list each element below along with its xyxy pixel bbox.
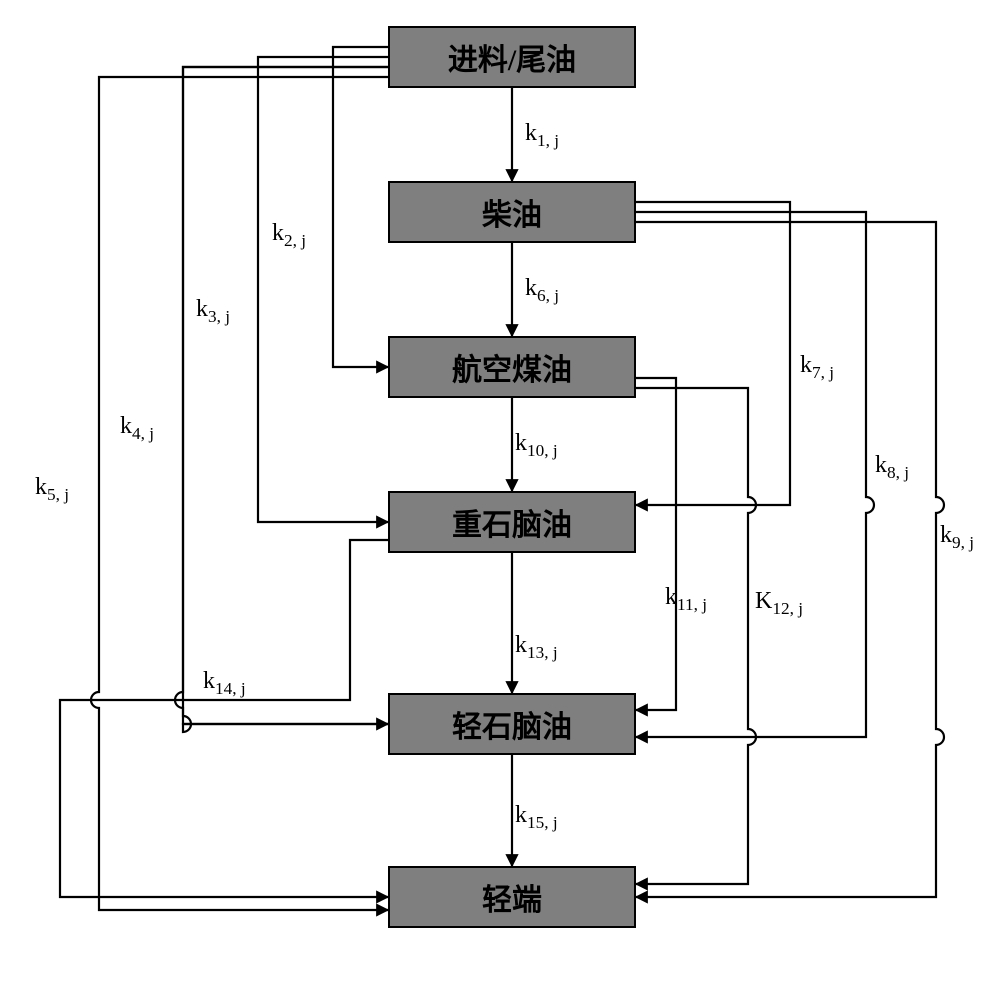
label-k9: k9, j	[940, 522, 974, 553]
label-k15: k15, j	[515, 802, 558, 833]
node-hnaph-label: 重石脑油	[452, 500, 572, 544]
label-k10: k10, j	[515, 430, 558, 461]
flowchart: 进料/尾油 柴油 航空煤油 重石脑油 轻石脑油 轻端 k1, j k2, j k…	[0, 0, 1000, 1000]
label-k4: k4, j	[120, 413, 154, 444]
node-diesel-label: 柴油	[482, 190, 542, 234]
node-lend-label: 轻端	[482, 875, 542, 919]
edge-k11	[636, 378, 676, 710]
label-k14: k14, j	[203, 668, 246, 699]
node-jet-label: 航空煤油	[452, 345, 572, 389]
node-diesel: 柴油	[388, 181, 636, 243]
edge-k14	[60, 540, 388, 897]
label-k1: k1, j	[525, 120, 559, 151]
label-k8: k8, j	[875, 452, 909, 483]
label-k11: k11, j	[665, 584, 707, 615]
edge-k7	[636, 202, 790, 505]
node-lnaph: 轻石脑油	[388, 693, 636, 755]
node-lnaph-label: 轻石脑油	[452, 702, 572, 746]
edge-k5	[91, 77, 388, 910]
edge-k4	[175, 67, 388, 724]
label-k7: k7, j	[800, 352, 834, 383]
label-k3: k3, j	[196, 296, 230, 327]
label-k13: k13, j	[515, 632, 558, 663]
edge-k12	[636, 388, 756, 884]
node-feed-label: 进料/尾油	[448, 35, 576, 79]
label-k12: K12, j	[755, 588, 803, 619]
node-lend: 轻端	[388, 866, 636, 928]
label-k2: k2, j	[272, 220, 306, 251]
node-hnaph: 重石脑油	[388, 491, 636, 553]
node-feed: 进料/尾油	[388, 26, 636, 88]
node-jet: 航空煤油	[388, 336, 636, 398]
edge-k8	[636, 212, 874, 737]
label-k6: k6, j	[525, 275, 559, 306]
label-k5: k5, j	[35, 474, 69, 505]
